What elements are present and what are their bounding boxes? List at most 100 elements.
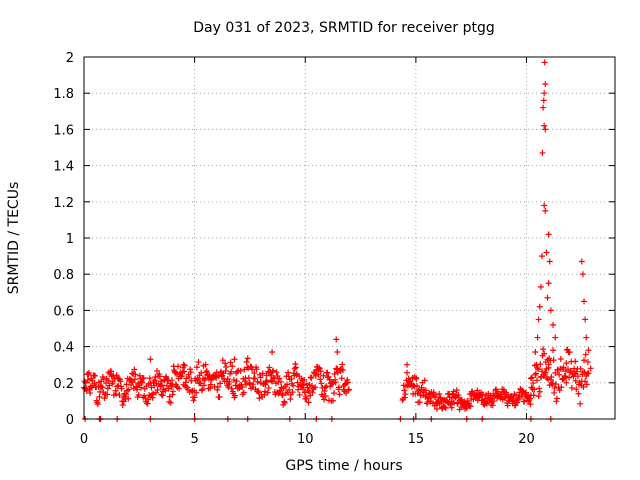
data-point xyxy=(115,382,122,389)
data-point xyxy=(585,370,592,377)
data-point xyxy=(575,390,582,397)
data-point xyxy=(583,381,590,388)
data-point xyxy=(453,387,460,394)
data-point xyxy=(216,394,223,401)
data-point xyxy=(232,392,239,399)
data-point xyxy=(336,391,343,398)
data-point xyxy=(91,380,98,387)
data-points xyxy=(81,59,594,422)
data-point xyxy=(105,377,112,384)
y-tick-label: 0.4 xyxy=(53,341,74,356)
x-tick-label: 20 xyxy=(518,432,535,447)
data-point xyxy=(568,384,575,391)
data-point xyxy=(339,367,346,374)
data-point xyxy=(321,396,328,403)
data-point xyxy=(253,366,260,373)
data-point xyxy=(119,402,126,409)
data-point xyxy=(257,374,264,381)
data-point xyxy=(244,355,251,362)
data-point xyxy=(433,405,440,412)
data-point xyxy=(540,346,547,353)
data-point xyxy=(572,358,579,365)
data-point xyxy=(180,361,187,368)
data-point xyxy=(199,386,206,393)
x-tick-label: 5 xyxy=(190,432,198,447)
data-point xyxy=(227,359,234,366)
data-point xyxy=(529,374,536,381)
data-point xyxy=(279,392,286,399)
data-point xyxy=(191,394,198,401)
data-point xyxy=(125,395,132,402)
data-point xyxy=(157,378,164,385)
data-point xyxy=(416,399,423,406)
data-point xyxy=(450,388,457,395)
data-point xyxy=(339,361,346,368)
data-point xyxy=(181,368,188,375)
data-point xyxy=(254,378,261,385)
data-point xyxy=(325,373,332,380)
data-point xyxy=(84,376,91,383)
data-point xyxy=(228,385,235,392)
data-point xyxy=(550,380,557,387)
data-point xyxy=(239,384,246,391)
data-point xyxy=(285,373,292,380)
data-point xyxy=(226,378,233,385)
data-point xyxy=(301,389,308,396)
data-point xyxy=(580,384,587,391)
data-point xyxy=(181,362,188,369)
data-point xyxy=(547,307,554,314)
data-point xyxy=(322,384,329,391)
data-point xyxy=(541,202,548,209)
data-point xyxy=(531,386,538,393)
data-point xyxy=(228,368,235,375)
grid xyxy=(84,57,615,419)
data-point xyxy=(150,390,157,397)
data-point xyxy=(277,387,284,394)
data-point xyxy=(584,358,591,365)
data-point xyxy=(158,391,165,398)
data-point xyxy=(113,372,120,379)
data-point xyxy=(583,334,590,341)
data-point xyxy=(306,388,313,395)
data-point xyxy=(156,373,163,380)
tick-labels: 00.20.40.60.811.21.41.61.820 5 10 15 20 xyxy=(53,51,534,447)
data-point xyxy=(541,90,548,97)
data-point xyxy=(335,384,342,391)
data-point xyxy=(222,360,229,367)
data-point xyxy=(535,393,542,400)
data-point xyxy=(334,349,341,356)
data-point xyxy=(442,404,449,411)
data-point xyxy=(436,390,443,397)
data-point xyxy=(243,359,250,366)
x-axis-label: GPS time / hours xyxy=(285,458,402,474)
data-point xyxy=(296,391,303,398)
data-point xyxy=(581,298,588,305)
y-axis-label: SRMTID / TECUs xyxy=(6,182,22,295)
data-point xyxy=(113,391,120,398)
data-point xyxy=(535,366,542,373)
data-point xyxy=(231,356,238,363)
data-point xyxy=(85,369,92,376)
data-point xyxy=(581,369,588,376)
data-point xyxy=(566,349,573,356)
data-point xyxy=(167,399,174,406)
data-point xyxy=(552,381,559,388)
data-point xyxy=(542,369,549,376)
data-point xyxy=(317,368,324,375)
data-point xyxy=(540,104,547,111)
data-point xyxy=(448,398,455,405)
data-point xyxy=(273,369,280,376)
y-tick-label: 1.6 xyxy=(53,123,74,138)
data-point xyxy=(532,370,539,377)
data-point xyxy=(329,397,336,404)
data-point xyxy=(286,386,293,393)
data-point xyxy=(289,389,296,396)
data-point xyxy=(344,379,351,386)
data-point xyxy=(532,349,539,356)
data-point xyxy=(548,373,555,380)
data-point xyxy=(537,361,544,368)
data-point xyxy=(572,370,579,377)
data-point xyxy=(129,370,136,377)
data-point xyxy=(413,375,420,382)
data-point xyxy=(269,349,276,356)
